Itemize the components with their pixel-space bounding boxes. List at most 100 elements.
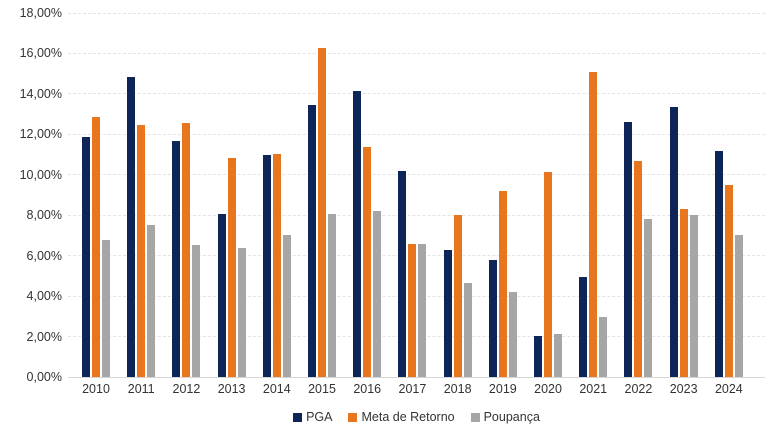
bar-group-2019 [488,13,517,377]
bar-pga-2021[interactable] [579,276,588,377]
bar-meta-de-retorno-2018[interactable] [453,215,462,377]
bar-pga-2017[interactable] [398,170,407,377]
y-tick-label: 2,00% [26,329,62,344]
x-tick-label-2024: 2024 [714,382,743,396]
x-tick-label-2013: 2013 [217,382,246,396]
bar-group-2013 [217,13,246,377]
bar-pga-2018[interactable] [443,250,452,377]
bar-pga-2020[interactable] [534,335,543,377]
bar-group-2012 [172,13,201,377]
bar-group-2010 [82,13,110,377]
bar-meta-de-retorno-2016[interactable] [363,147,372,377]
bar-pga-2015[interactable] [308,105,317,377]
x-tick-label-2015: 2015 [308,382,336,396]
bar-meta-de-retorno-2010[interactable] [92,116,100,377]
bar-pga-2011[interactable] [127,76,136,377]
bar-group-2024 [714,13,743,377]
gridline [68,174,765,176]
bar-poupança-2012[interactable] [192,244,201,377]
legend-label-pga: PGA [306,410,333,424]
bar-meta-de-retorno-2013[interactable] [227,158,236,377]
gridline [68,12,765,14]
bar-group-2017 [398,13,427,377]
y-tick-label: 6,00% [26,248,62,263]
x-axis-labels: 2010 2011 2012 2013 2014 2015 2016 2017 2018 2019… [68,382,765,396]
bar-poupança-2022[interactable] [644,218,653,377]
bar-poupança-2017[interactable] [418,244,427,377]
x-tick-label-2017: 2017 [398,382,427,396]
x-tick-label-2023: 2023 [669,382,698,396]
bar-poupança-2023[interactable] [689,214,698,377]
x-tick-label-2019: 2019 [488,382,517,396]
y-tick-label: 10,00% [19,167,62,182]
y-tick-label: 12,00% [19,127,62,142]
x-tick-label-2014: 2014 [262,382,291,396]
bar-poupança-2020[interactable] [554,334,563,377]
bar-meta-de-retorno-2024[interactable] [724,184,733,377]
bar-meta-de-retorno-2015[interactable] [318,47,327,377]
gridline [68,336,765,338]
x-tick-label-2011: 2011 [127,382,155,396]
bar-pga-2024[interactable] [714,150,723,377]
bar-pga-2014[interactable] [262,155,271,377]
bar-pga-2013[interactable] [217,214,226,377]
bar-meta-de-retorno-2011[interactable] [137,125,146,377]
bar-pga-2010[interactable] [82,137,90,377]
y-tick-label: 14,00% [19,86,62,101]
y-tick-label: 16,00% [19,46,62,61]
bar-poupança-2016[interactable] [373,210,382,377]
bar-pga-2023[interactable] [669,107,678,377]
bar-poupança-2015[interactable] [328,213,337,377]
bar-meta-de-retorno-2023[interactable] [679,209,688,377]
gridline [68,93,765,95]
legend-item-pga[interactable]: PGA [293,410,332,424]
gridline [68,295,765,297]
x-tick-label-2016: 2016 [353,382,382,396]
bar-meta-de-retorno-2019[interactable] [498,191,507,377]
bar-pga-2022[interactable] [624,122,633,377]
bar-group-2022 [624,13,653,377]
legend-label-poupanca: Poupança [483,410,540,424]
bar-poupança-2021[interactable] [599,316,608,377]
plot-area [68,13,765,377]
y-tick-label: 18,00% [19,6,62,20]
y-tick-label: 8,00% [26,208,62,223]
gridline [68,214,765,216]
legend-marker-poupanca-icon [470,412,480,422]
legend-item-poupanca[interactable]: Poupança [470,410,540,424]
bar-pga-2016[interactable] [353,90,362,377]
bar-poupança-2011[interactable] [147,225,156,377]
bar-poupança-2024[interactable] [734,235,743,377]
bar-pga-2012[interactable] [172,141,181,377]
bar-pga-2019[interactable] [488,259,497,377]
bar-meta-de-retorno-2012[interactable] [182,122,191,377]
bar-meta-de-retorno-2020[interactable] [544,171,553,377]
legend-item-meta-de-retorno[interactable]: Meta de Retorno [348,410,455,424]
bar-group-2015 [308,13,337,377]
x-tick-label-2021: 2021 [579,382,608,396]
bar-poupança-2013[interactable] [237,247,246,377]
legend: PGA Meta de Retorno Poupança [68,410,765,424]
gridline [68,133,765,135]
bar-group-2011 [127,13,156,377]
x-tick-label-2012: 2012 [172,382,201,396]
x-tick-label-2022: 2022 [624,382,653,396]
legend-label-meta-de-retorno: Meta de Retorno [361,410,455,424]
y-tick-label: 0,00% [26,370,62,384]
bar-poupança-2010[interactable] [102,239,110,377]
bar-meta-de-retorno-2014[interactable] [272,153,281,377]
bar-poupança-2018[interactable] [463,283,472,377]
bar-meta-de-retorno-2017[interactable] [408,243,417,377]
bar-poupança-2014[interactable] [282,235,291,377]
bar-group-2016 [353,13,382,377]
bar-group-2021 [579,13,608,377]
bar-group-2018 [443,13,472,377]
bar-group-2020 [534,13,563,377]
bar-meta-de-retorno-2021[interactable] [589,71,598,377]
gridline [68,52,765,54]
bar-meta-de-retorno-2022[interactable] [634,161,643,377]
bar-poupança-2019[interactable] [508,291,517,377]
bar-group-2023 [669,13,698,377]
x-axis-line [68,377,765,378]
